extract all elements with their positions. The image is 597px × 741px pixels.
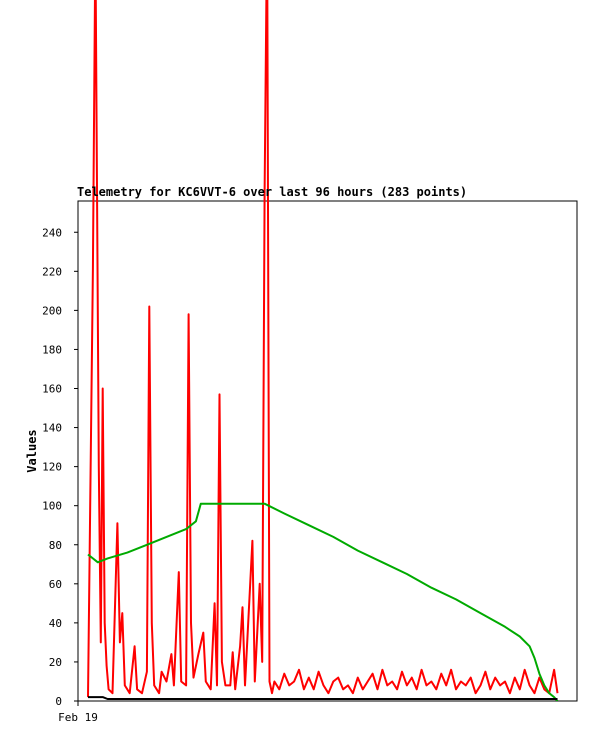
series-line-2	[87, 502, 559, 701]
chart-title: Telemetry for KC6VVT-6 over last 96 hour…	[77, 185, 467, 199]
y-tick-label: 40	[49, 617, 62, 630]
x-tick-label: Feb 19	[58, 711, 98, 724]
y-tick-label: 200	[42, 304, 62, 317]
y-tick-label: 100	[42, 500, 62, 513]
plot-area-frame	[77, 200, 578, 702]
y-tick-label: 160	[42, 383, 62, 396]
y-tick-label: 180	[42, 343, 62, 356]
y-axis: 0 20 40 60 80 100 120 140 160 180 200 220 240	[42, 226, 78, 708]
series-line-1	[87, 0, 559, 698]
y-tick-label: 120	[42, 461, 62, 474]
y-tick-label: 20	[49, 656, 62, 669]
y-axis-label: Values	[25, 429, 39, 472]
x-axis: Feb 19	[58, 701, 98, 724]
y-tick-label: 80	[49, 539, 62, 552]
y-tick-label: 240	[42, 226, 62, 239]
y-tick-label: 60	[49, 578, 62, 591]
series-line-3	[88, 696, 558, 700]
y-tick-label: 140	[42, 422, 62, 435]
y-tick-label: 220	[42, 265, 62, 278]
y-tick-label: 0	[55, 695, 62, 708]
series-layer	[87, 0, 559, 701]
